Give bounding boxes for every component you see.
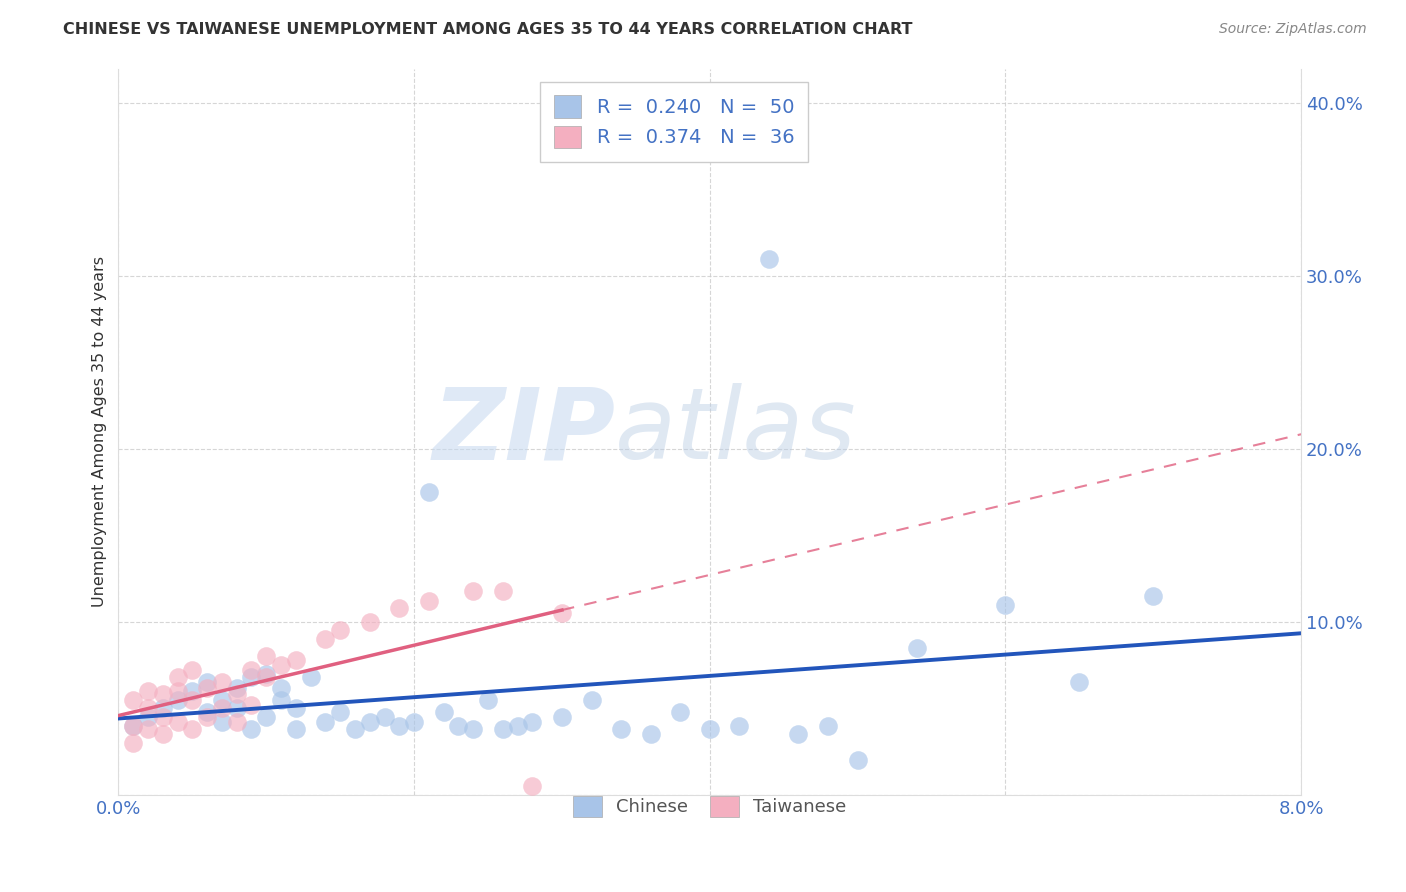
Text: Source: ZipAtlas.com: Source: ZipAtlas.com (1219, 22, 1367, 37)
Point (166, 692, 188, 706)
Point (359, 615, 381, 629)
Point (388, 718, 411, 732)
Point (136, 684, 159, 698)
Point (181, 684, 204, 698)
Point (181, 663, 204, 677)
Point (195, 675, 218, 690)
Point (225, 681, 247, 695)
Point (122, 692, 145, 706)
Point (447, 718, 470, 732)
Point (122, 718, 145, 732)
Point (359, 715, 381, 730)
Point (610, 722, 633, 736)
Point (329, 705, 352, 719)
Point (846, 753, 869, 767)
Point (329, 624, 352, 638)
Point (418, 485, 440, 500)
Point (284, 653, 307, 667)
Point (195, 681, 218, 695)
Point (522, 715, 544, 730)
Point (211, 715, 233, 730)
Point (225, 688, 247, 702)
Point (240, 663, 263, 677)
Point (314, 632, 336, 646)
Point (254, 710, 277, 724)
Point (284, 701, 307, 715)
Point (211, 701, 233, 715)
Point (418, 594, 440, 608)
Point (270, 658, 292, 673)
Point (152, 710, 174, 724)
Point (136, 701, 159, 715)
Point (905, 640, 928, 655)
Text: CHINESE VS TAIWANESE UNEMPLOYMENT AMONG AGES 35 TO 44 YEARS CORRELATION CHART: CHINESE VS TAIWANESE UNEMPLOYMENT AMONG … (63, 22, 912, 37)
Legend: Chinese, Taiwanese: Chinese, Taiwanese (564, 787, 856, 826)
Point (152, 688, 174, 702)
Point (463, 583, 485, 598)
Point (166, 670, 188, 684)
Point (136, 722, 159, 736)
Point (758, 252, 780, 266)
Point (787, 727, 810, 741)
Point (728, 718, 751, 732)
Point (195, 705, 218, 719)
Point (284, 722, 307, 736)
Text: atlas: atlas (616, 384, 856, 480)
Point (254, 670, 277, 684)
Point (181, 692, 204, 706)
Point (522, 779, 544, 793)
Point (477, 692, 499, 706)
Point (299, 670, 322, 684)
Point (136, 710, 159, 724)
Point (343, 722, 366, 736)
Point (240, 698, 263, 712)
Point (152, 701, 174, 715)
Point (492, 583, 515, 598)
Point (240, 670, 263, 684)
Point (1142, 589, 1164, 603)
Point (463, 722, 485, 736)
Point (270, 681, 292, 695)
Point (166, 715, 188, 730)
Point (669, 705, 692, 719)
Point (551, 606, 574, 620)
Point (817, 718, 839, 732)
Point (1069, 675, 1091, 690)
Point (314, 715, 336, 730)
Point (254, 649, 277, 664)
Point (492, 722, 515, 736)
Point (994, 598, 1017, 612)
Point (225, 701, 247, 715)
Point (211, 675, 233, 690)
Point (225, 715, 247, 730)
Point (404, 715, 426, 730)
Point (181, 722, 204, 736)
Point (506, 718, 529, 732)
Point (240, 722, 263, 736)
Point (211, 692, 233, 706)
Point (122, 718, 145, 732)
Point (254, 666, 277, 681)
Point (195, 710, 218, 724)
Point (388, 601, 411, 615)
Point (122, 736, 145, 750)
Point (699, 722, 721, 736)
Point (551, 710, 574, 724)
Point (374, 710, 396, 724)
Point (166, 684, 188, 698)
Point (433, 705, 456, 719)
Point (152, 727, 174, 741)
Point (581, 692, 603, 706)
Point (640, 727, 662, 741)
Text: ZIP: ZIP (432, 384, 616, 480)
Point (270, 692, 292, 706)
Y-axis label: Unemployment Among Ages 35 to 44 years: Unemployment Among Ages 35 to 44 years (93, 256, 107, 607)
